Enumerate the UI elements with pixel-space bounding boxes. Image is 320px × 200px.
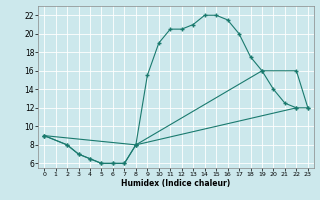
X-axis label: Humidex (Indice chaleur): Humidex (Indice chaleur) <box>121 179 231 188</box>
